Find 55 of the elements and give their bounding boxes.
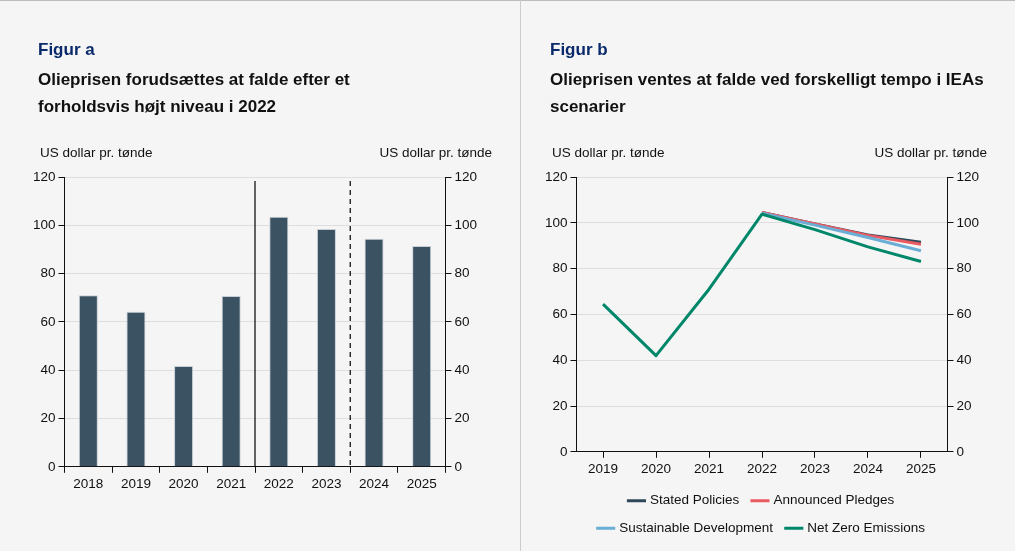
legend-label: Net Zero Emissions <box>807 519 926 535</box>
x-tick-label: 2024 <box>359 475 390 491</box>
y2-axis-title: US dollar pr. tønde <box>874 145 987 160</box>
y-tick-label: 120 <box>32 168 56 184</box>
x-tick-label: 2023 <box>799 460 831 476</box>
y2-tick-label: 60 <box>454 313 470 329</box>
y-tick-label: 40 <box>552 351 568 367</box>
y-tick-label: 60 <box>40 313 56 329</box>
y2-tick-label: 80 <box>454 265 470 281</box>
y-tick-label: 80 <box>552 260 568 276</box>
x-tick-label: 2020 <box>168 475 199 491</box>
legend-label: Stated Policies <box>649 492 740 508</box>
y2-axis-title: US dollar pr. tønde <box>379 145 492 160</box>
x-tick-label: 2021 <box>216 475 247 491</box>
y-tick-label: 0 <box>48 458 56 474</box>
chart-title: Figur b <box>550 40 608 60</box>
y-tick-label: 20 <box>552 397 568 413</box>
y2-tick-label: 0 <box>956 443 964 459</box>
y2-tick-label: 20 <box>956 397 972 413</box>
x-tick-label: 2018 <box>73 475 104 491</box>
x-tick-label: 2025 <box>406 475 437 491</box>
legend-label: Sustainable Development <box>619 519 774 535</box>
x-tick-label: 2019 <box>588 460 619 476</box>
y-tick-label: 100 <box>544 214 568 230</box>
x-tick-label: 2019 <box>120 475 151 491</box>
y2-tick-label: 40 <box>454 361 470 377</box>
y-tick-label: 60 <box>552 306 568 322</box>
y-tick-label: 80 <box>40 265 56 281</box>
x-tick-label: 2025 <box>905 460 936 476</box>
y2-tick-label: 0 <box>454 458 462 474</box>
y2-tick-label: 80 <box>956 260 972 276</box>
y2-tick-label: 100 <box>956 214 980 230</box>
chart-subtitle: Olieprisen forudsættes at falde efter et forholdsvis højt niveau i 2022 <box>38 69 351 118</box>
y-tick-label: 40 <box>40 361 56 377</box>
x-tick-label: 2021 <box>693 460 725 476</box>
x-tick-label: 2023 <box>311 475 342 491</box>
y-tick-label: 120 <box>544 168 568 184</box>
chart-title: Figur a <box>38 40 95 60</box>
y-tick-label: 0 <box>560 443 568 459</box>
chart-subtitle: Olieprisen ventes at falde ved forskelligt tempo i IEAs scenarier <box>550 69 985 118</box>
y2-tick-label: 120 <box>454 168 478 184</box>
x-tick-label: 2024 <box>852 460 884 476</box>
y2-tick-label: 20 <box>454 410 470 426</box>
y-axis-title: US dollar pr. tønde <box>40 145 153 160</box>
y-tick-label: 100 <box>32 217 56 233</box>
y-tick-label: 20 <box>40 410 56 426</box>
y2-tick-label: 60 <box>956 306 972 322</box>
x-tick-label: 2022 <box>746 460 778 476</box>
y-axis-title: US dollar pr. tønde <box>552 145 665 160</box>
legend-label: Announced Pledges <box>773 492 895 508</box>
y2-tick-label: 40 <box>956 351 972 367</box>
x-tick-label: 2020 <box>640 460 672 476</box>
x-tick-label: 2022 <box>263 475 294 491</box>
y2-tick-label: 100 <box>454 217 478 233</box>
y2-tick-label: 120 <box>956 168 980 184</box>
